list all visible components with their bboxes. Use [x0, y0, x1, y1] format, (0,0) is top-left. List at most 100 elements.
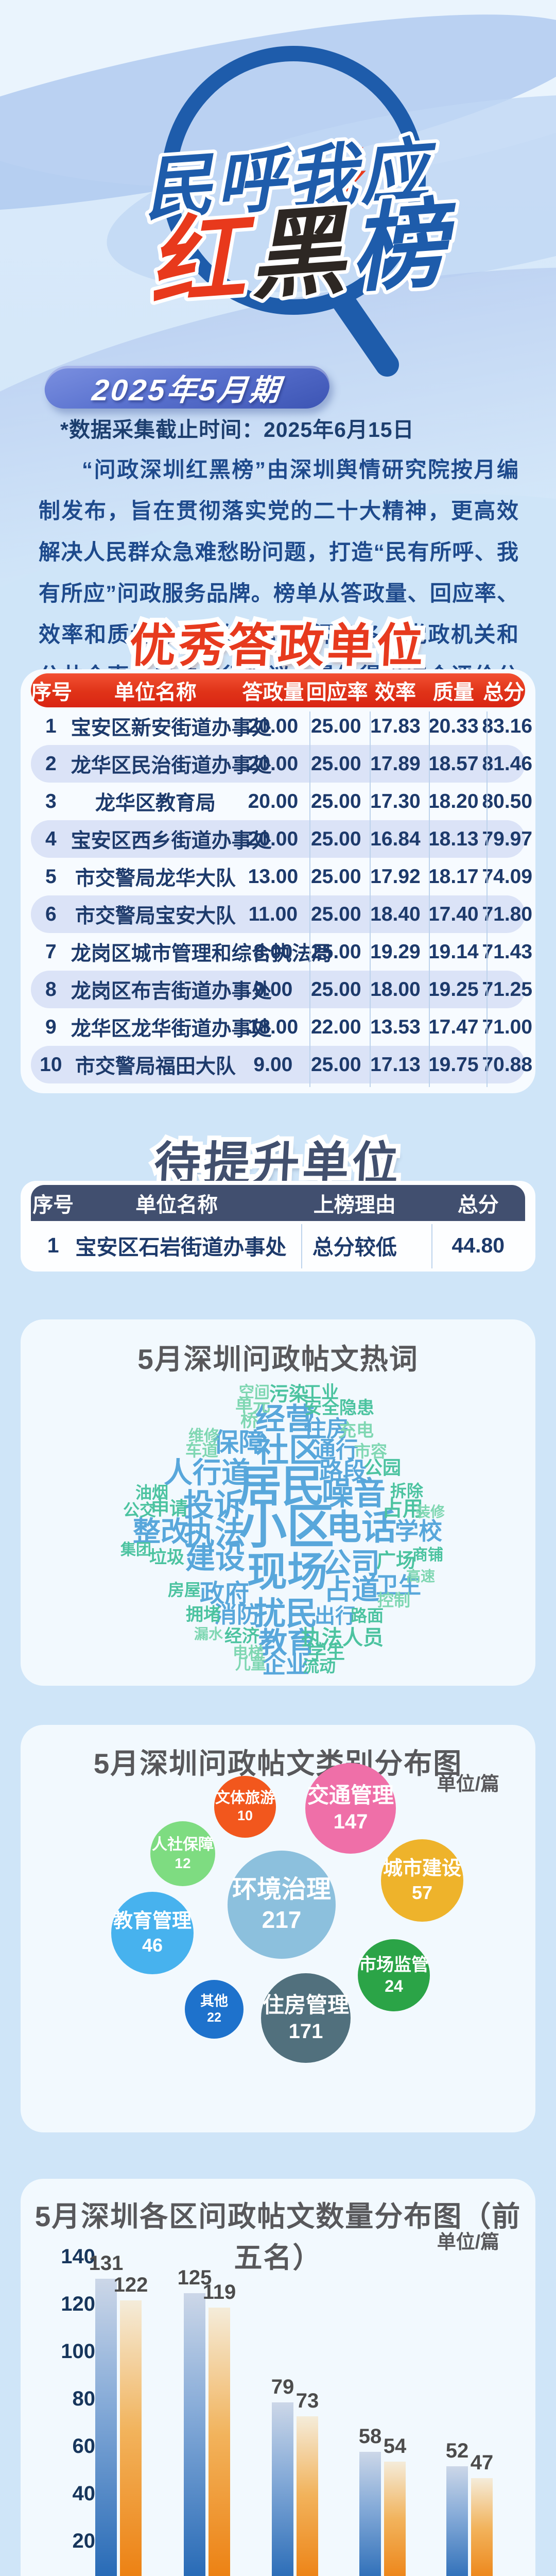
data-note: *数据采集截止时间：2025年6月15日 — [60, 418, 414, 442]
table-cell: 市交警局宝安大队 — [75, 905, 236, 927]
table-cell: 市交警局龙华大队 — [75, 867, 236, 890]
cloud-word: 占用 — [382, 1498, 423, 1520]
logo-char-black: 黑 — [246, 197, 355, 311]
bar-value: 131 — [89, 2252, 124, 2275]
cloud-word: 学校 — [395, 1518, 442, 1545]
improve-table-header: 序号 单位名称 上榜理由 总分 — [31, 1185, 525, 1221]
table-cell: 总分较低 — [312, 1235, 397, 1259]
y-axis-tick: 80 — [72, 2387, 96, 2410]
bubble-环境治理: 环境治理 217 — [228, 1851, 336, 1959]
bubble-城市建设: 城市建设 57 — [381, 1839, 463, 1922]
column-divider — [486, 711, 488, 1087]
table-cell: 25.00 — [310, 865, 361, 888]
y-axis-tick: 60 — [72, 2435, 96, 2458]
table-cell: 2 — [45, 752, 57, 775]
table-cell: 17.30 — [370, 790, 421, 812]
column-divider — [370, 711, 371, 1087]
cloud-word: 安全隐患 — [304, 1398, 374, 1418]
bubble-value: 57 — [411, 1882, 433, 1904]
table-cell: 18.17 — [428, 865, 479, 888]
table-cell: 13.53 — [370, 1015, 421, 1038]
issue-badge-label: 2025年5月期 — [90, 373, 283, 407]
bubble-label: 市场监管 — [359, 1955, 429, 1975]
cloud-word: 流动 — [302, 1657, 336, 1675]
bubble-chart-card: 5月深圳问政帖文类别分布图 单位/篇 环境治理 217 住房管理 171 交通管理 147… — [21, 1725, 535, 2132]
wordcloud-card: 5月深圳问政帖文热词 小区 居民 现场 电话 社区 噪音 扰民 投诉 执法 经营 建设 人行道 公司 教育… — [21, 1319, 535, 1686]
cloud-word: 政府 — [199, 1580, 250, 1607]
cloud-word: 经济 — [224, 1626, 259, 1646]
table-cell: 18.00 — [248, 1015, 299, 1038]
cloud-word: 油烟 — [135, 1483, 169, 1502]
magnifier-ring-icon — [161, 46, 426, 315]
excellent-table-body: 1 宝安区新安街道办事处 20.00 25.00 17.83 20.33 83.16 2 龙华区… — [31, 707, 533, 1083]
issue-badge: 2025年5月期 — [42, 366, 332, 409]
bubble-住房管理: 住房管理 171 — [261, 1973, 351, 2063]
bar-value: 73 — [296, 2389, 319, 2413]
table-cell: 龙岗区布吉街道办事处 — [71, 980, 272, 1003]
cloud-word: 占道 — [324, 1574, 379, 1605]
table-cell: 71.80 — [482, 903, 533, 925]
district-bar-chart-card: 5月深圳各区问政帖文数量分布图（前五名） 单位/篇 140 120 100 80 60 4… — [21, 2179, 535, 2576]
improve-header-cell: 上榜理由 — [313, 1194, 396, 1216]
table-cell: 13.00 — [248, 865, 299, 888]
wordcloud: 小区 居民 现场 电话 社区 噪音 扰民 投诉 执法 经营 建设 人行道 公司 教育 整改 占道 保障 政府 路段学… — [21, 1371, 535, 1680]
table-cell: 1 — [45, 715, 57, 737]
excellent-header-cell: 效率 — [374, 681, 416, 704]
bubble-value: 12 — [175, 1855, 191, 1872]
bubble-chart-unit: 单位/篇 — [437, 1773, 499, 1794]
bubble-市场监管: 市场监管 24 — [358, 1939, 430, 2011]
table-row: 7 龙岗区城市管理和综合执法局 8.00 25.00 19.29 19.14 71.43 — [31, 933, 532, 971]
table-cell: 5 — [45, 865, 57, 888]
table-cell: 22.00 — [310, 1015, 361, 1038]
cloud-word: 路段 — [319, 1458, 367, 1484]
bubble-label: 其他 — [200, 1993, 228, 2009]
excellent-header-cell: 回应率 — [306, 681, 368, 704]
cloud-word: 儿童 — [235, 1656, 266, 1673]
bar-问政帖文数量 — [184, 2293, 205, 2576]
cloud-word: 保障 — [213, 1428, 265, 1457]
table-cell: 20.00 — [248, 715, 299, 737]
bar-value: 79 — [271, 2375, 294, 2398]
cloud-word: 建设 — [185, 1541, 246, 1575]
table-cell: 11.00 — [248, 903, 298, 925]
bubble-chart-title: 5月深圳问政帖文类别分布图 — [93, 1748, 463, 1780]
lightning-bolt-icon — [336, 147, 366, 204]
bubble-label: 文体旅游 — [215, 1790, 275, 1806]
cloud-word: 住房 — [304, 1416, 349, 1442]
cloud-word: 人行道 — [164, 1456, 250, 1489]
table-row: 3 龙华区教育局 20.00 25.00 17.30 18.20 80.50 — [31, 783, 532, 820]
table-cell: 8.00 — [253, 940, 293, 963]
table-cell: 17.83 — [370, 715, 421, 737]
bar-value: 54 — [383, 2434, 407, 2458]
logo-line1: 民呼我应 — [141, 131, 441, 229]
excellent-title-text: 优秀答政单位 — [128, 620, 428, 672]
table-cell: 18.00 — [370, 978, 421, 1001]
table-cell: 83.16 — [482, 715, 533, 737]
table-row: 9 龙华区龙华街道办事处 18.00 22.00 13.53 17.47 71.00 — [31, 1008, 532, 1046]
bar-及时回应帖文数量 — [384, 2461, 406, 2576]
bar-value: 58 — [358, 2425, 382, 2448]
bar-value: 119 — [202, 2280, 236, 2303]
cloud-word: 出行 — [315, 1605, 356, 1628]
district-bar-chart-title: 5月深圳各区问政帖文数量分布图（前五名） — [34, 2200, 522, 2274]
bar-及时回应帖文数量 — [297, 2416, 318, 2576]
table-cell: 25.00 — [310, 1053, 361, 1076]
cloud-word: 充电 — [339, 1421, 374, 1440]
table-cell: 1 — [47, 1233, 59, 1257]
table-cell: 4 — [45, 827, 57, 850]
table-cell: 25.00 — [310, 715, 361, 737]
cloud-word: 单元 — [235, 1396, 270, 1415]
cloud-word: 噪音 — [321, 1476, 386, 1512]
cloud-word: 广场 — [376, 1550, 416, 1572]
cloud-word: 教育 — [258, 1626, 316, 1659]
bar-value: 47 — [470, 2451, 494, 2474]
bubble-label: 住房管理 — [262, 1992, 349, 2017]
bubble-chart: 环境治理 217 住房管理 171 交通管理 147 城市建设 57 教育管理 46 市场监管 24 其… — [21, 1763, 535, 2128]
table-cell: 25.00 — [310, 790, 361, 812]
column-divider — [309, 711, 310, 1087]
table-row: 4 宝安区西乡街道办事处 20.00 25.00 16.84 18.13 79.97 — [31, 820, 533, 858]
cloud-word: 商铺 — [412, 1547, 443, 1564]
table-cell: 79.97 — [482, 827, 533, 850]
excellent-header-cell: 总分 — [483, 681, 525, 704]
table-cell: 20.33 — [428, 715, 479, 737]
